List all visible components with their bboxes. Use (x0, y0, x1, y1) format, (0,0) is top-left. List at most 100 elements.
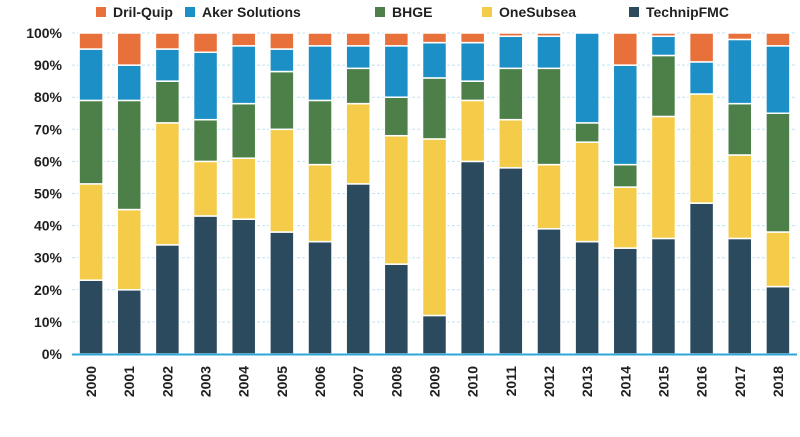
x-axis-tick-labels: 2000 2001 2002 2003 2004 2005 2006 2007 2008 2009… (83, 366, 786, 397)
bar-segment-aker-solutions (116, 64, 142, 102)
bar-segment-aker-solutions (78, 48, 104, 102)
x-tick-label: 2010 (465, 366, 481, 397)
legend-label: BHGE (392, 4, 432, 20)
bar-segment-technipfmc (421, 314, 448, 355)
bar-segment-dril-quip (421, 32, 448, 44)
bar-segment-aker-solutions (421, 41, 448, 79)
bar-group (230, 32, 257, 355)
legend-swatch (629, 7, 639, 17)
legend-swatch (96, 7, 106, 17)
bar-segment-technipfmc (154, 244, 181, 355)
x-tick-label: 2004 (236, 366, 252, 397)
bar-segment-bhge (727, 102, 753, 156)
bar-segment-onesubsea (269, 128, 295, 233)
bar-segment-technipfmc (612, 247, 639, 355)
bar-segment-bhge (612, 163, 639, 188)
bar-group (345, 32, 371, 355)
y-tick-label: 70% (34, 121, 63, 137)
bar-segment-onesubsea (688, 93, 715, 204)
legend-item: Aker Solutions (185, 4, 301, 20)
bar-segment-technipfmc (307, 240, 333, 355)
bar-segment-dril-quip (154, 32, 181, 50)
bar-group (269, 32, 295, 355)
x-tick-label: 2011 (503, 366, 519, 397)
bar-segment-aker-solutions (192, 51, 219, 121)
bar-segment-technipfmc (116, 289, 142, 355)
x-tick-label: 2013 (579, 366, 595, 397)
bar-segment-onesubsea (383, 134, 410, 265)
bar-segment-bhge (498, 67, 524, 121)
bar-group (192, 32, 219, 355)
bar-segment-bhge (230, 102, 257, 159)
bar-segment-dril-quip (536, 32, 562, 37)
bar-segment-technipfmc (459, 160, 486, 355)
legend-label: OneSubsea (499, 4, 576, 20)
bar-segment-technipfmc (78, 279, 104, 355)
bar-group (154, 32, 181, 355)
bar-segment-dril-quip (498, 32, 524, 37)
bar-segment-onesubsea (116, 208, 142, 291)
y-tick-label: 40% (34, 218, 63, 234)
bar-group (727, 32, 753, 355)
bar-segment-dril-quip (345, 32, 371, 47)
legend-item: OneSubsea (482, 4, 576, 20)
bar-segment-aker-solutions (765, 45, 791, 115)
bar-group (574, 32, 600, 355)
bar-segment-dril-quip (459, 32, 486, 44)
bar-segment-onesubsea (574, 141, 600, 243)
bar-segment-dril-quip (269, 32, 295, 50)
bar-segment-onesubsea (230, 157, 257, 220)
bar-segment-technipfmc (230, 218, 257, 355)
bar-segment-onesubsea (612, 186, 639, 249)
y-tick-label: 20% (34, 282, 63, 298)
bar-segment-bhge (269, 70, 295, 131)
x-tick-label: 2005 (274, 366, 290, 397)
bar-segment-onesubsea (421, 138, 448, 317)
bar-segment-aker-solutions (383, 45, 410, 98)
bar-group (78, 32, 104, 355)
bar-segment-aker-solutions (345, 45, 371, 70)
y-axis-tick-labels: 0% 10% 20% 30% 40% 50% 60% 70% 80% 90% 100% (26, 25, 62, 362)
bar-segment-dril-quip (307, 32, 333, 47)
bar-group (650, 32, 677, 355)
bar-segment-onesubsea (192, 160, 219, 217)
bar-group (307, 32, 333, 355)
bar-segment-aker-solutions (536, 35, 562, 70)
bar-segment-dril-quip (612, 32, 639, 66)
bar-segment-aker-solutions (688, 61, 715, 95)
bar-segment-dril-quip (727, 32, 753, 41)
bar-segment-technipfmc (345, 183, 371, 355)
x-tick-label: 2007 (350, 366, 366, 397)
x-tick-label: 2016 (694, 366, 710, 397)
x-tick-label: 2008 (388, 366, 404, 397)
legend-swatch (185, 7, 195, 17)
y-tick-label: 10% (34, 314, 63, 330)
bar-segment-bhge (383, 96, 410, 137)
bar-segment-technipfmc (650, 237, 677, 355)
bar-segment-aker-solutions (727, 38, 753, 105)
bar-segment-bhge (345, 67, 371, 105)
bar-segment-aker-solutions (498, 35, 524, 70)
bar-segment-bhge (650, 54, 677, 118)
legend-item: BHGE (375, 4, 432, 20)
bar-group (116, 32, 142, 355)
bar-segment-onesubsea (498, 118, 524, 169)
bar-segment-aker-solutions (307, 45, 333, 102)
bar-segment-dril-quip (192, 32, 219, 54)
x-tick-label: 2018 (770, 366, 786, 397)
bar-segment-technipfmc (536, 228, 562, 355)
legend-label: Aker Solutions (202, 4, 301, 20)
legend-label: TechnipFMC (646, 4, 729, 20)
bar-group (612, 32, 639, 355)
bar-segment-dril-quip (383, 32, 410, 47)
bar-segment-aker-solutions (574, 32, 600, 124)
bar-segment-aker-solutions (154, 48, 181, 82)
bar-segment-bhge (765, 112, 791, 233)
bar-segment-technipfmc (574, 240, 600, 355)
bar-segment-bhge (574, 122, 600, 143)
bar-segment-onesubsea (345, 102, 371, 185)
bar-segment-onesubsea (459, 99, 486, 163)
bar-group (536, 32, 562, 355)
x-tick-label: 2015 (655, 366, 671, 397)
